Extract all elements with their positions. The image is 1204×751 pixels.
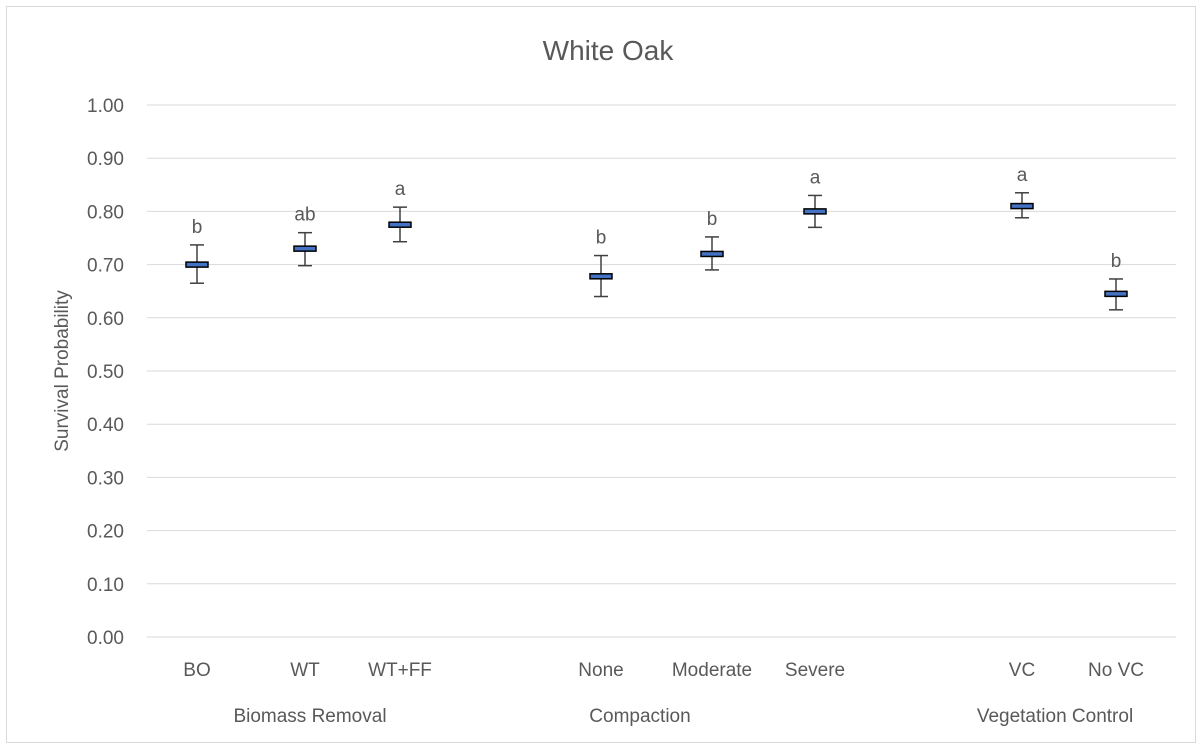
x-category-label: Severe <box>785 660 845 681</box>
estimate-mark-bo: b <box>185 217 209 284</box>
x-group-label: Vegetation Control <box>977 706 1133 727</box>
significance-letter: a <box>395 179 406 200</box>
estimate-mark-no-vc: b <box>1104 251 1128 311</box>
y-tick-label: 0.60 <box>87 309 124 330</box>
y-axis-ticks: 0.00 0.10 0.20 0.30 0.40 0.50 0.60 0.70 0.80 0.90… <box>87 96 124 649</box>
significance-letter: b <box>596 228 607 249</box>
x-category-label: None <box>578 660 623 681</box>
y-tick-label: 0.00 <box>87 628 124 649</box>
estimate-box <box>388 221 412 228</box>
significance-letter: b <box>192 217 203 238</box>
estimate-mark-vc: a <box>1010 165 1034 219</box>
significance-letter: a <box>810 167 821 188</box>
x-group-label: Compaction <box>589 706 690 727</box>
estimate-mark-wt-ff: a <box>388 179 412 243</box>
estimate-box <box>1104 290 1128 298</box>
estimate-box <box>185 261 209 268</box>
x-category-label: No VC <box>1088 660 1144 681</box>
significance-letter: b <box>1111 251 1122 272</box>
x-category-label: WT <box>290 660 320 681</box>
significance-letter: a <box>1017 165 1028 186</box>
y-axis-label: Survival Probability <box>52 290 73 452</box>
x-category-label: VC <box>1009 660 1035 681</box>
estimate-mark-severe: a <box>803 167 827 229</box>
gridlines <box>147 104 1176 638</box>
significance-letter: b <box>707 209 718 230</box>
chart-title: White Oak <box>543 35 675 66</box>
estimate-mark-none: b <box>589 228 613 298</box>
y-tick-label: 0.70 <box>87 256 124 277</box>
significance-letter: ab <box>294 205 315 226</box>
y-tick-label: 0.80 <box>87 202 124 223</box>
estimate-box <box>1010 202 1034 210</box>
estimate-box <box>293 245 317 252</box>
estimate-box <box>700 250 724 258</box>
x-axis-labels: BO WT WT+FF Biomass Removal None Moderate Seve… <box>183 660 1144 727</box>
estimate-box <box>589 273 613 280</box>
y-tick-label: 1.00 <box>87 96 124 117</box>
y-tick-label: 0.30 <box>87 468 124 489</box>
y-tick-label: 0.90 <box>87 149 124 170</box>
y-tick-label: 0.50 <box>87 362 124 383</box>
estimate-box <box>803 208 827 215</box>
y-tick-label: 0.20 <box>87 522 124 543</box>
x-group-label: Biomass Removal <box>233 706 386 727</box>
x-category-label: Moderate <box>672 660 752 681</box>
y-tick-label: 0.10 <box>87 575 124 596</box>
estimate-mark-moderate: b <box>700 209 724 271</box>
chart-frame <box>6 6 1196 743</box>
x-category-label: WT+FF <box>368 660 432 681</box>
y-tick-label: 0.40 <box>87 415 124 436</box>
estimate-mark-wt: ab <box>293 205 317 267</box>
x-category-label: BO <box>183 660 210 681</box>
